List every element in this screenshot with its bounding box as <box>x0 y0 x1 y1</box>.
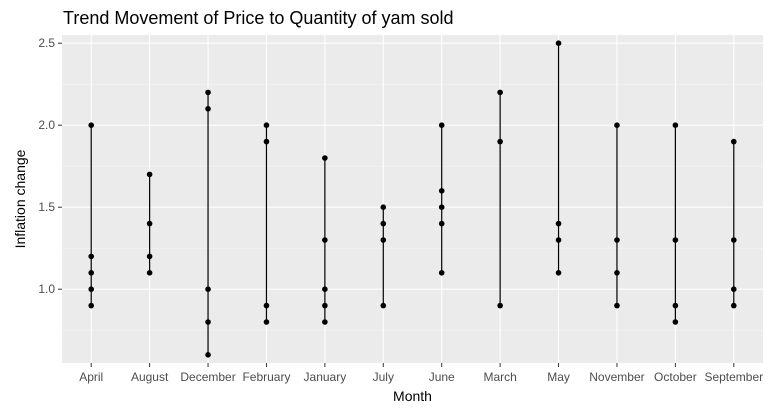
data-series <box>88 40 737 358</box>
x-tick-label: October <box>654 370 697 384</box>
x-tick-label: December <box>180 370 235 384</box>
x-tick-label: March <box>483 370 516 384</box>
data-point <box>380 237 387 243</box>
data-point <box>380 204 387 210</box>
data-point <box>438 122 445 128</box>
data-point <box>263 302 270 309</box>
data-point <box>438 204 445 210</box>
data-point <box>672 302 679 309</box>
data-point <box>146 253 153 260</box>
x-tick-label: August <box>131 370 169 384</box>
chart-title: Trend Movement of Price to Quantity of y… <box>63 8 454 28</box>
data-point <box>88 253 95 260</box>
data-point <box>322 319 328 325</box>
data-point <box>614 270 620 276</box>
data-point <box>263 122 270 128</box>
data-point <box>146 220 153 227</box>
data-point <box>438 220 445 227</box>
y-axis-title: Inflation change <box>12 149 28 248</box>
data-point <box>205 286 211 293</box>
y-tick-label: 2.0 <box>38 118 55 132</box>
x-axis: April August December February January July Ju… <box>79 363 763 384</box>
data-point <box>672 237 679 243</box>
data-point <box>205 352 211 358</box>
data-point <box>555 237 562 243</box>
data-point <box>322 155 328 161</box>
data-point <box>497 138 503 145</box>
data-point <box>438 270 445 276</box>
data-point <box>672 122 679 128</box>
data-point <box>205 89 211 96</box>
x-tick-label: July <box>373 370 394 384</box>
data-point <box>438 188 445 194</box>
data-point <box>88 302 95 309</box>
x-tick-label: November <box>589 370 644 384</box>
data-point <box>88 286 95 293</box>
x-tick-label: May <box>547 370 570 384</box>
data-point <box>497 302 503 309</box>
data-point <box>497 89 503 96</box>
x-tick-label: January <box>304 370 347 384</box>
data-point <box>263 138 270 145</box>
y-tick-label: 1.5 <box>38 200 55 214</box>
data-point <box>322 237 328 243</box>
plot-panel <box>62 35 763 363</box>
data-point <box>614 302 620 309</box>
data-point <box>555 270 562 276</box>
data-point <box>205 106 211 112</box>
x-tick-label: June <box>429 370 455 384</box>
data-point <box>672 319 679 325</box>
data-point <box>322 302 328 309</box>
grid-minor <box>62 83 763 331</box>
data-point <box>205 319 211 325</box>
data-point <box>380 302 387 309</box>
data-point <box>146 171 153 178</box>
data-point <box>88 122 95 128</box>
y-tick-label: 1.0 <box>38 282 55 296</box>
data-point <box>555 40 562 46</box>
data-point <box>730 138 737 145</box>
data-point <box>322 286 328 293</box>
x-tick-label: April <box>79 370 103 384</box>
data-point <box>263 319 270 325</box>
data-point <box>88 270 95 276</box>
data-point <box>146 270 153 276</box>
x-tick-label: September <box>704 370 763 384</box>
y-tick-label: 2.5 <box>38 36 55 50</box>
data-point <box>614 237 620 243</box>
x-axis-title: Month <box>393 388 432 404</box>
data-point <box>380 220 387 227</box>
data-point <box>614 122 620 128</box>
y-axis: 1.0 1.5 2.0 2.5 <box>38 36 62 296</box>
data-point <box>730 286 737 293</box>
data-point <box>730 302 737 309</box>
data-point <box>730 237 737 243</box>
data-point <box>555 220 562 227</box>
x-tick-label: February <box>242 370 290 384</box>
